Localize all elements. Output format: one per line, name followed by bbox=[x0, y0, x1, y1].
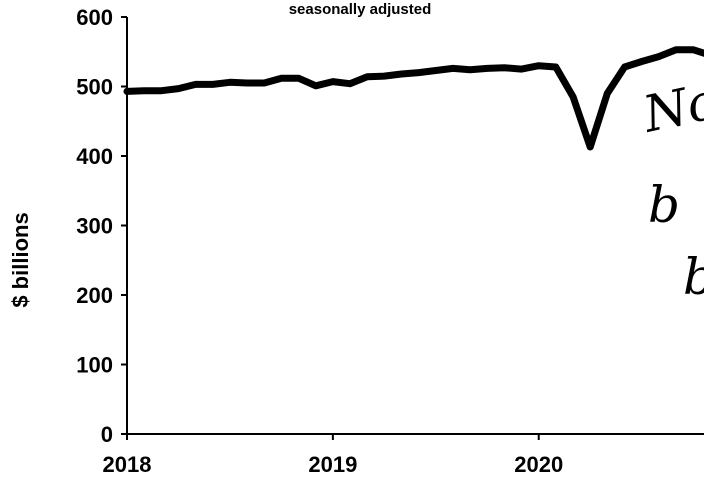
y-tick-label: 100 bbox=[76, 353, 113, 378]
x-tick-label: 2018 bbox=[103, 452, 152, 477]
y-tick-label: 200 bbox=[76, 283, 113, 308]
chart-subtitle: seasonally adjusted bbox=[289, 1, 432, 18]
series-line bbox=[123, 46, 704, 151]
x-axis: 2018 2019 2020 bbox=[103, 434, 563, 477]
handwritten-note-1: No bbox=[637, 72, 704, 144]
y-axis-title: $ billions bbox=[8, 212, 33, 307]
y-tick-label: 400 bbox=[76, 144, 113, 169]
y-tick-label: 600 bbox=[76, 5, 113, 30]
y-axis: 0 100 200 300 400 500 600 bbox=[76, 5, 127, 447]
x-tick-label: 2020 bbox=[514, 452, 563, 477]
handwritten-note-2: b bbox=[648, 176, 680, 234]
x-tick-label: 2019 bbox=[308, 452, 357, 477]
y-tick-label: 300 bbox=[76, 214, 113, 239]
handwritten-note-3: b bbox=[683, 248, 704, 306]
y-tick-label: 500 bbox=[76, 75, 113, 100]
handwritten-annotation: No b b bbox=[637, 72, 704, 306]
y-tick-label: 0 bbox=[101, 422, 113, 447]
